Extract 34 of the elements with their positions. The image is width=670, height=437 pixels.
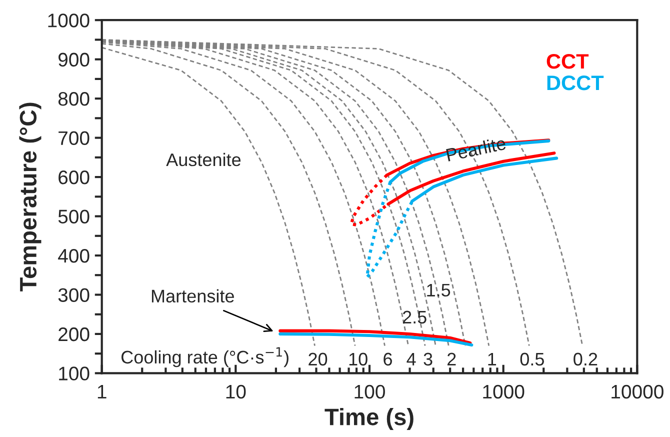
x-tick-label: 1000 <box>483 384 524 399</box>
text: CCT <box>546 54 589 69</box>
y-tick-label: 200 <box>58 327 90 342</box>
annotation: 0.5 <box>520 352 544 366</box>
y-axis-title: Temperature (°C) <box>19 102 42 292</box>
annotation: Martensite <box>152 289 234 303</box>
x-tick-label: 10000 <box>612 384 664 399</box>
annotation: 10 <box>349 352 368 366</box>
x-tick-label: 1 <box>98 385 106 398</box>
y-tick-label: 1000 <box>48 14 90 28</box>
y-tick-label: 700 <box>58 131 90 146</box>
y-tick-label: 400 <box>58 248 90 263</box>
y-tick-label: 300 <box>58 288 90 302</box>
annotation: 1.5 <box>427 284 450 297</box>
annotation: 1 <box>488 352 496 366</box>
y-tick-label: 800 <box>58 92 90 106</box>
annotation: 2 <box>447 352 456 366</box>
annotation: 0.2 <box>574 352 598 366</box>
annotation: 3 <box>424 352 432 366</box>
x-tick-label: 10 <box>226 384 246 399</box>
annotation: 20 <box>308 352 328 366</box>
y-tick-label: 100 <box>59 366 90 380</box>
text: DCCT <box>547 75 604 90</box>
annotation: Pearlite <box>446 136 506 162</box>
annotation: 6 <box>384 352 392 366</box>
y-tick-label: 500 <box>58 210 90 224</box>
x-axis-title: Time (s) <box>324 408 414 430</box>
annotation: Cooling rate (°C·s$^{−1}$) <box>121 347 288 368</box>
y-tick-label: 600 <box>58 170 90 184</box>
y-tick-label: 900 <box>58 52 90 67</box>
annotation: 4 <box>406 352 416 366</box>
x-tick-label: 100 <box>354 384 385 399</box>
annotation: 2.5 <box>402 310 426 324</box>
annotation: Austenite <box>166 152 241 166</box>
